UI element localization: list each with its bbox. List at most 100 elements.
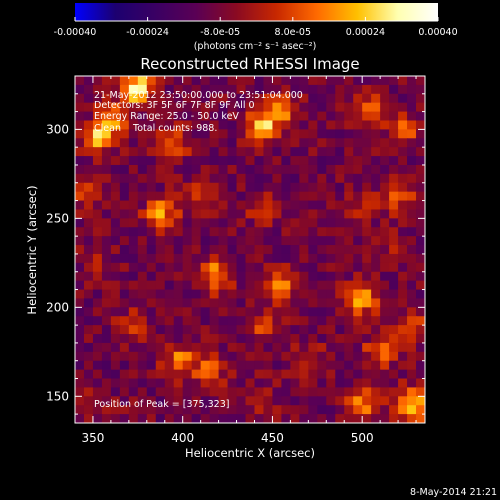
heatmap-cell	[389, 387, 399, 397]
heatmap-cell	[281, 76, 291, 86]
heatmap-cell	[371, 200, 381, 211]
heatmap-cell	[326, 378, 336, 389]
heatmap-cell	[110, 138, 121, 148]
heatmap-cell	[407, 182, 417, 193]
heatmap-cell	[317, 129, 327, 139]
heatmap-cell	[317, 218, 327, 228]
heatmap-cell	[398, 298, 408, 308]
heatmap-cell	[227, 147, 238, 157]
heatmap-cell	[110, 84, 121, 95]
heatmap-cell	[407, 289, 417, 300]
heatmap-cell	[182, 253, 193, 264]
heatmap-cell	[75, 147, 85, 157]
heatmap-cell	[344, 396, 354, 406]
heatmap-cell	[389, 93, 399, 104]
heatmap-cell	[164, 307, 175, 317]
heatmap-cell	[389, 209, 399, 219]
heatmap-cell	[254, 218, 265, 228]
heatmap-cell	[164, 369, 175, 380]
heatmap-cell	[407, 342, 417, 353]
heatmap-cell	[191, 182, 202, 193]
heatmap-cell	[416, 191, 425, 202]
heatmap-cell	[317, 298, 327, 308]
heatmap-cell	[236, 191, 247, 202]
heatmap-cell	[344, 369, 354, 380]
heatmap-cell	[290, 387, 300, 397]
heatmap-cell	[209, 236, 220, 246]
heatmap-cell	[245, 84, 256, 95]
heatmap-cell	[299, 93, 309, 104]
heatmap-cell	[182, 156, 193, 166]
heatmap-cell	[326, 342, 336, 353]
heatmap-cell	[227, 227, 238, 237]
heatmap-cell	[191, 342, 202, 353]
heatmap-cell	[182, 316, 193, 326]
heatmap-cell	[299, 76, 309, 86]
heatmap-cell	[317, 280, 327, 291]
colorbar-tick-label: -0.00024	[126, 27, 169, 38]
heatmap-cell	[227, 298, 238, 308]
heatmap-cell	[326, 325, 336, 335]
heatmap-cell	[317, 369, 327, 380]
heatmap-cell	[389, 360, 399, 371]
heatmap-cell	[326, 236, 336, 246]
heatmap-cell	[335, 200, 345, 211]
heatmap-cell	[362, 298, 372, 308]
heatmap-cell	[353, 414, 363, 423]
heatmap-cell	[245, 102, 256, 113]
heatmap-cell	[254, 84, 265, 95]
heatmap-cell	[209, 147, 220, 157]
heatmap-cell	[191, 316, 202, 326]
heatmap-cell	[92, 102, 103, 113]
heatmap-cell	[75, 209, 85, 219]
heatmap-cell	[173, 396, 184, 406]
heatmap-cell	[308, 120, 318, 130]
heatmap-cell	[236, 405, 247, 415]
heatmap-cell	[299, 342, 309, 353]
heatmap-cell	[75, 182, 85, 193]
heatmap-cell	[218, 200, 229, 211]
heatmap-cell	[344, 111, 354, 122]
heatmap-cell	[128, 342, 139, 353]
heatmap-cell	[200, 325, 211, 335]
heatmap-cell	[362, 93, 372, 104]
heatmap-cell	[110, 369, 121, 380]
heatmap-cell	[236, 245, 247, 255]
heatmap-cell	[263, 76, 274, 86]
heatmap-cell	[344, 342, 354, 353]
heatmap-cell	[272, 342, 283, 353]
heatmap-cell	[182, 93, 193, 104]
heatmap-cell	[281, 262, 291, 273]
heatmap-cell	[227, 396, 238, 406]
heatmap-cell	[191, 325, 202, 335]
heatmap-cell	[272, 218, 283, 228]
heatmap-cell	[272, 280, 283, 291]
heatmap-cell	[353, 102, 363, 113]
heatmap-cell	[389, 396, 399, 406]
heatmap-cell	[236, 280, 247, 291]
heatmap-cell	[407, 271, 417, 282]
heatmap-cell	[389, 325, 399, 335]
heatmap-cell	[290, 209, 300, 219]
heatmap-cell	[209, 342, 220, 353]
heatmap-cell	[119, 334, 130, 344]
heatmap-cell	[191, 156, 202, 166]
heatmap-cell	[83, 93, 94, 104]
heatmap-cell	[389, 271, 399, 282]
heatmap-cell	[245, 156, 256, 166]
heatmap-cell	[290, 182, 300, 193]
heatmap-cell	[317, 84, 327, 95]
heatmap-cell	[389, 298, 399, 308]
heatmap-cell	[344, 200, 354, 211]
heatmap-cell	[371, 414, 381, 423]
heatmap-cell	[191, 164, 202, 175]
heatmap-cell	[92, 111, 103, 122]
heatmap-cell	[164, 253, 175, 264]
heatmap-cell	[335, 325, 345, 335]
heatmap-cell	[299, 360, 309, 371]
heatmap-cell	[380, 200, 390, 211]
heatmap-cell	[335, 307, 345, 317]
heatmap-cell	[308, 111, 318, 122]
heatmap-cell	[416, 84, 425, 95]
heatmap-cell	[281, 298, 291, 308]
